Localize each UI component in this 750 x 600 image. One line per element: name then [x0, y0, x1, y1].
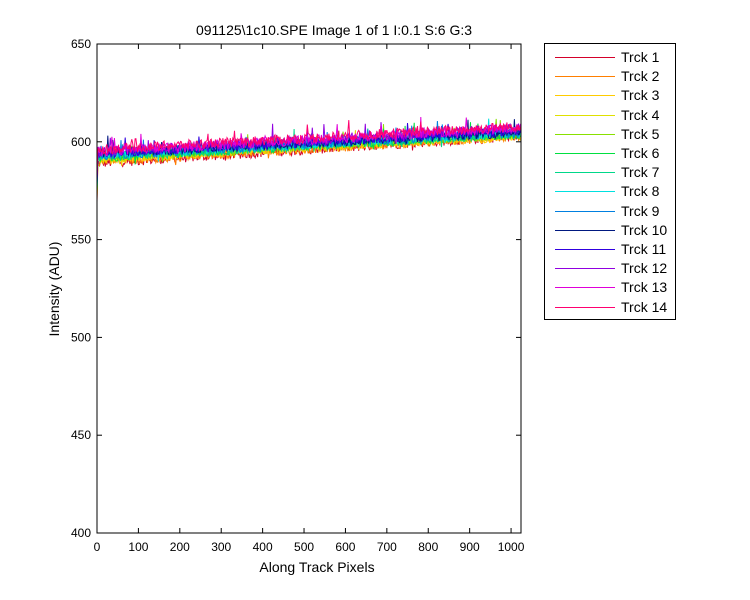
x-tick-label: 400: [253, 540, 273, 554]
legend-label: Trck 1: [621, 49, 660, 65]
x-tick-label: 800: [418, 540, 438, 554]
legend-swatch: [555, 306, 615, 308]
plot-frame: [96, 43, 522, 534]
legend: Trck 1 Trck 2 Trck 3 Trck 4 Trck 5 Trck 6 Trck…: [544, 43, 676, 320]
x-tick-label: 700: [377, 540, 397, 554]
legend-swatch: [555, 268, 615, 270]
legend-label: Trck 10: [621, 221, 668, 238]
legend-label: Trck 4: [621, 106, 660, 123]
legend-swatch: [555, 57, 615, 58]
legend-swatch: [555, 249, 615, 250]
y-tick-label: 650: [71, 37, 91, 51]
legend-swatch: [555, 133, 615, 135]
legend-item: Trck 14: [545, 298, 675, 317]
legend-label: Trck 12: [621, 260, 668, 277]
legend-item: Trck 5: [545, 125, 675, 144]
y-tick-label: 450: [71, 428, 91, 442]
legend-item: Trck 11: [545, 240, 675, 259]
legend-label: Trck 13: [621, 279, 668, 296]
x-tick-label: 200: [170, 540, 190, 554]
y-tick-label: 500: [71, 330, 91, 344]
legend-label: Trck 9: [621, 202, 660, 219]
legend-item: Trck 1: [545, 48, 675, 67]
legend-label: Trck 14: [621, 298, 668, 315]
legend-label: Trck 2: [621, 68, 660, 85]
series-line: [96, 120, 522, 177]
y-tick-label: 600: [71, 135, 91, 149]
legend-swatch: [555, 76, 615, 78]
legend-item: Trck 6: [545, 144, 675, 163]
legend-label: Trck 3: [621, 87, 660, 104]
legend-item: Trck 9: [545, 202, 675, 221]
legend-item: Trck 8: [545, 182, 675, 201]
legend-item: Trck 10: [545, 221, 675, 240]
legend-item: Trck 12: [545, 259, 675, 278]
legend-swatch: [555, 172, 615, 174]
legend-label: Trck 7: [621, 164, 660, 181]
legend-swatch: [555, 95, 615, 97]
x-tick-label: 500: [294, 540, 314, 554]
x-axis: 0 100 200 300 400 500 600 700 800 900 1000: [94, 44, 525, 554]
legend-item: Trck 13: [545, 278, 675, 297]
chart-title: 091125\1c10.SPE Image 1 of 1 I:0.1 S:6 G…: [196, 22, 472, 38]
x-tick-label: 0: [94, 540, 101, 554]
legend-item: Trck 2: [545, 67, 675, 86]
legend-swatch: [555, 287, 615, 289]
legend-swatch: [555, 210, 615, 212]
x-tick-label: 1000: [498, 540, 525, 554]
series-line: [96, 116, 522, 180]
x-axis-label: Along Track Pixels: [259, 559, 374, 575]
legend-label: Trck 8: [621, 183, 660, 200]
plot-area: [97, 44, 521, 533]
legend-swatch: [555, 153, 615, 154]
x-tick-label: 600: [335, 540, 355, 554]
y-tick-label: 400: [71, 526, 91, 540]
y-axis-label: Intensity (ADU): [46, 242, 62, 337]
legend-swatch: [555, 229, 615, 231]
legend-label: Trck 5: [621, 125, 660, 142]
legend-label: Trck 11: [621, 241, 667, 257]
series-layer: [96, 116, 522, 203]
x-tick-label: 100: [128, 540, 148, 554]
legend-label: Trck 6: [621, 145, 660, 161]
y-axis: 400 450 500 550 600 650: [71, 37, 521, 540]
x-tick-label: 900: [460, 540, 480, 554]
legend-item: Trck 3: [545, 86, 675, 105]
y-tick-label: 550: [71, 233, 91, 247]
legend-swatch: [555, 191, 615, 193]
legend-item: Trck 4: [545, 106, 675, 125]
x-tick-label: 300: [211, 540, 231, 554]
legend-swatch: [555, 114, 615, 116]
legend-item: Trck 7: [545, 163, 675, 182]
